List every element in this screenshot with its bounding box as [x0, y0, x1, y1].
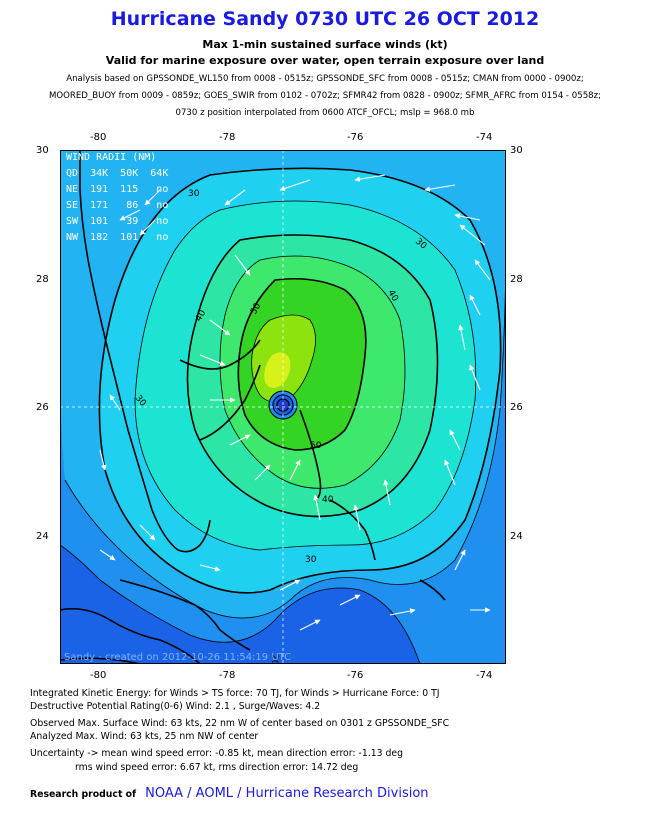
map-frame: [60, 150, 506, 664]
map-credit: Sandy - created on 2012-10-26 11:54:19 U…: [64, 652, 291, 663]
grid-lines: [60, 150, 506, 664]
wind-radii-row: QD 34K 50K 64K: [66, 168, 168, 179]
ike-stat: Integrated Kinetic Energy: for Winds > T…: [30, 688, 440, 699]
uncertainty-mean: Uncertainty -> mean wind speed error: -0…: [30, 748, 404, 759]
lat-tick-right: 26: [510, 402, 523, 413]
lon-tick-top: -80: [90, 132, 107, 143]
lat-tick-right: 24: [510, 531, 523, 542]
wind-field-map: WIND RADII (NM) QD 34K 50K 64K NE 191 11…: [60, 150, 506, 664]
contour-label: 50: [310, 441, 322, 451]
wind-radii-row: NE 191 115 no: [66, 184, 168, 195]
lat-tick-left: 26: [36, 402, 49, 413]
observed-max-wind: Observed Max. Surface Wind: 63 kts, 22 n…: [30, 718, 450, 729]
footer-label: Research product of: [30, 789, 137, 800]
contour-label: 20: [269, 654, 279, 664]
destructive-potential-rating: Destructive Potential Rating(0-6) Wind: …: [30, 701, 321, 712]
map-subtitle-exposure: Valid for marine exposure over water, op…: [105, 54, 545, 67]
wind-radii-row: SE 171 86 no: [66, 200, 168, 211]
contour-label: 30: [188, 189, 200, 199]
map-subtitle-wind-type: Max 1-min sustained surface winds (kt): [202, 38, 448, 51]
uncertainty-rms: rms wind speed error: 6.67 kt, rms direc…: [75, 762, 359, 773]
lon-tick-top: -74: [476, 132, 493, 143]
wind-vectors: [99, 174, 491, 631]
lat-tick-left: 24: [36, 531, 49, 542]
contour-label: 40: [322, 495, 334, 505]
wind-radii-title: WIND RADII (NM): [66, 152, 156, 163]
analysis-sources-line-1: Analysis based on GPSSONDE_WL150 from 00…: [66, 74, 584, 84]
lon-tick-bottom: -76: [347, 670, 364, 681]
lat-tick-left: 28: [36, 274, 49, 285]
map-title: Hurricane Sandy 0730 UTC 26 OCT 2012: [110, 8, 540, 30]
analysis-sources-line-2: MOORED_BUOY from 0009 - 0859z; GOES_SWIR…: [48, 91, 602, 101]
analyzed-max-wind: Analyzed Max. Wind: 63 kts, 25 nm NW of …: [30, 731, 259, 742]
lon-tick-bottom: -80: [90, 670, 107, 681]
wind-radii-row: NW 182 101 no: [66, 232, 168, 243]
coastlines: [60, 150, 446, 664]
lon-tick-top: -78: [219, 132, 236, 143]
isotach-lines: [60, 167, 506, 664]
lon-tick-top: -76: [347, 132, 364, 143]
contour-label: 30: [305, 555, 317, 565]
lon-tick-bottom: -74: [476, 670, 493, 681]
footer-org-link[interactable]: NOAA / AOML / Hurricane Research Divisio…: [145, 786, 429, 801]
footer: Research product of NOAA / AOML / Hurric…: [30, 782, 429, 801]
lat-tick-left: 30: [36, 145, 49, 156]
analysis-position-line: 0730 z position interpolated from 0600 A…: [175, 108, 475, 118]
lat-tick-right: 28: [510, 274, 523, 285]
lon-tick-bottom: -78: [219, 670, 236, 681]
lat-tick-right: 30: [510, 145, 523, 156]
wind-band-60-65: [264, 352, 291, 388]
wind-radii-row: SW 101 39 no: [66, 216, 168, 227]
